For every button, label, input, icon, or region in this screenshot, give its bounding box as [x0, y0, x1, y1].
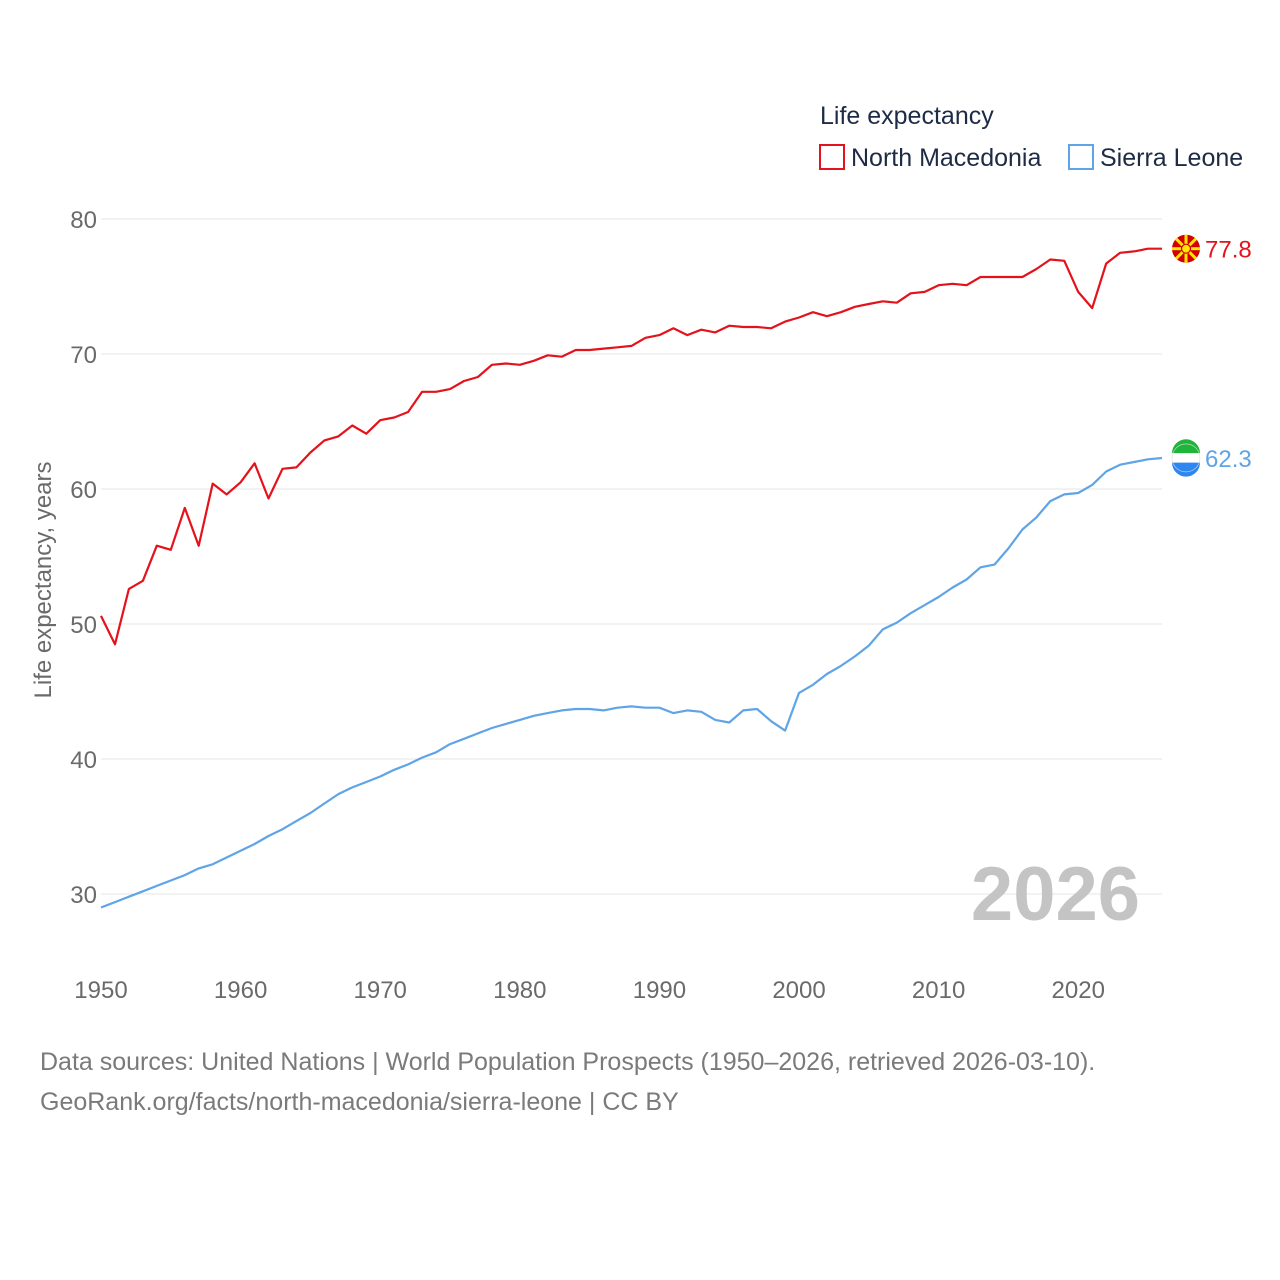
x-tick-label-1970: 1970: [354, 977, 407, 1004]
x-tick-label-2020: 2020: [1052, 977, 1105, 1004]
y-axis-ticks: 30 40 50 60 70 80: [70, 207, 97, 909]
end-value-label-north-macedonia: 77.8: [1205, 237, 1252, 264]
year-watermark: 2026: [971, 852, 1140, 937]
y-tick-label-40: 40: [70, 747, 97, 774]
y-tick-label-60: 60: [70, 477, 97, 504]
y-axis-label: Life expectancy, years: [30, 461, 57, 698]
series-line-sierra-leone[interactable]: [100, 456, 1163, 909]
series-line-north-macedonia[interactable]: [100, 247, 1162, 646]
sources-line-1: Data sources: United Nations | World Pop…: [40, 1048, 1096, 1076]
y-tick-label-30: 30: [70, 882, 97, 909]
x-tick-label-1950: 1950: [74, 977, 127, 1004]
legend-title: Life expectancy: [820, 102, 994, 130]
x-tick-label-2000: 2000: [772, 977, 825, 1004]
y-tick-label-80: 80: [70, 207, 97, 234]
y-tick-label-50: 50: [70, 612, 97, 639]
x-tick-label-2010: 2010: [912, 977, 965, 1004]
x-axis-ticks: 1950 1960 1970 1980 1990 2000 2010 2020: [74, 977, 1105, 1004]
legend-swatch-north-macedonia: [819, 144, 845, 170]
y-tick-label-70: 70: [70, 342, 97, 369]
legend-label-sierra-leone: Sierra Leone: [1100, 144, 1243, 172]
series-end-labels: 77.8 62.3: [1171, 234, 1252, 477]
data-sources-note: Data sources: United Nations | World Pop…: [40, 1042, 1095, 1122]
gridlines: [101, 218, 1162, 895]
end-value-label-sierra-leone: 62.3: [1205, 446, 1252, 473]
north-macedonia-flag-icon: [1172, 234, 1200, 263]
legend-item-north-macedonia[interactable]: North Macedonia: [819, 144, 1041, 172]
x-tick-label-1990: 1990: [633, 977, 686, 1004]
legend-label-north-macedonia: North Macedonia: [851, 144, 1041, 172]
series-lines: [100, 247, 1163, 909]
x-tick-label-1960: 1960: [214, 977, 267, 1004]
x-tick-label-1980: 1980: [493, 977, 546, 1004]
sierra-leone-flag-icon: [1171, 439, 1201, 477]
sources-line-2: GeoRank.org/facts/north-macedonia/sierra…: [40, 1088, 679, 1116]
legend: Life expectancy North Macedonia Sierra L…: [819, 102, 1243, 172]
legend-item-sierra-leone[interactable]: Sierra Leone: [1068, 144, 1243, 172]
legend-swatch-sierra-leone: [1068, 144, 1094, 170]
